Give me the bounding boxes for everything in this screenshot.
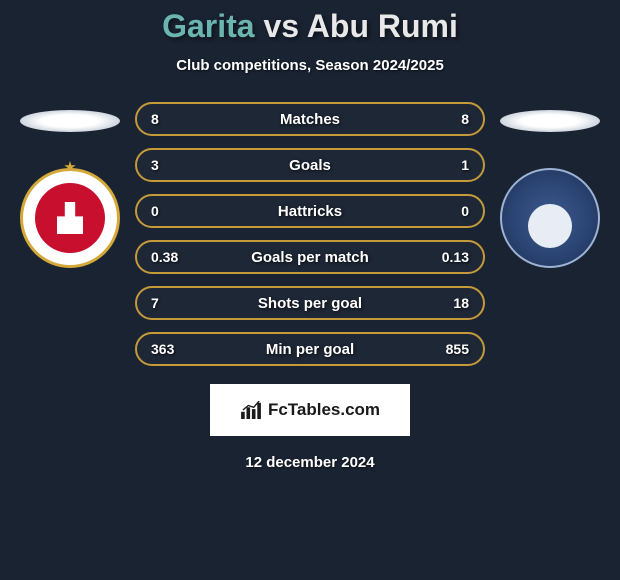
- stat-right-value: 855: [446, 341, 469, 357]
- stat-row: 7 Shots per goal 18: [135, 286, 485, 320]
- stat-row: 8 Matches 8: [135, 102, 485, 136]
- branding-banner: FcTables.com: [210, 384, 410, 436]
- stat-label: Matches: [280, 111, 340, 128]
- stat-row: 0 Hattricks 0: [135, 194, 485, 228]
- brand-text: FcTables.com: [268, 400, 380, 420]
- stat-right-value: 8: [461, 111, 469, 127]
- stat-right-value: 0: [461, 203, 469, 219]
- stat-row: 363 Min per goal 855: [135, 332, 485, 366]
- comparison-body: 8 Matches 8 3 Goals 1 0 Hattricks 0 0.38…: [0, 102, 620, 366]
- stat-right-value: 1: [461, 157, 469, 173]
- stat-label: Goals per match: [251, 249, 369, 266]
- page-title: Garita vs Abu Rumi: [162, 8, 458, 45]
- left-side: [15, 102, 125, 268]
- stat-left-value: 8: [151, 111, 159, 127]
- date-label: 12 december 2024: [245, 454, 374, 471]
- stat-right-value: 18: [453, 295, 469, 311]
- stat-left-value: 3: [151, 157, 159, 173]
- right-side: [495, 102, 605, 268]
- team1-badge-inner: [35, 183, 105, 253]
- player2-name: Abu Rumi: [307, 8, 458, 44]
- stat-right-value: 0.13: [442, 249, 469, 265]
- stat-row: 3 Goals 1: [135, 148, 485, 182]
- stat-left-value: 7: [151, 295, 159, 311]
- comparison-card: Garita vs Abu Rumi Club competitions, Se…: [0, 0, 620, 580]
- stat-label: Goals: [289, 157, 331, 174]
- stat-left-value: 0: [151, 203, 159, 219]
- vs-separator: vs: [255, 8, 307, 44]
- stat-left-value: 0.38: [151, 249, 178, 265]
- player-platform-left: [20, 110, 120, 132]
- team1-badge: [20, 168, 120, 268]
- stat-left-value: 363: [151, 341, 174, 357]
- player1-name: Garita: [162, 8, 254, 44]
- stat-label: Min per goal: [266, 341, 354, 358]
- stat-label: Shots per goal: [258, 295, 362, 312]
- stat-row: 0.38 Goals per match 0.13: [135, 240, 485, 274]
- stat-label: Hattricks: [278, 203, 342, 220]
- chart-bars-icon: [240, 401, 262, 419]
- player-platform-right: [500, 110, 600, 132]
- stats-list: 8 Matches 8 3 Goals 1 0 Hattricks 0 0.38…: [135, 102, 485, 366]
- subtitle: Club competitions, Season 2024/2025: [176, 57, 444, 74]
- team2-badge: [500, 168, 600, 268]
